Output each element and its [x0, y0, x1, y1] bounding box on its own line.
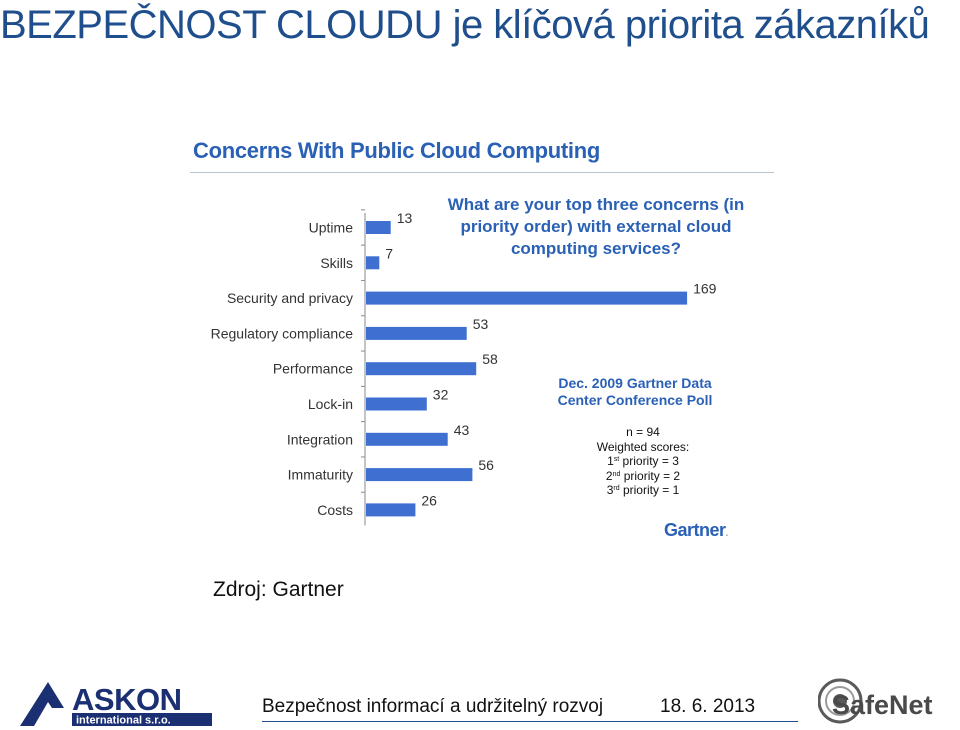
footer-date: 18. 6. 2013	[660, 696, 756, 717]
category-label: Immaturity	[288, 467, 353, 483]
bar	[366, 468, 473, 482]
bar	[366, 326, 467, 340]
poll-priority-1: 1st priority = 3	[607, 454, 679, 468]
svg-text:ASKON: ASKON	[72, 682, 181, 717]
bar-value-label: 169	[693, 281, 717, 297]
bar-value-label: 53	[473, 316, 489, 332]
bar	[366, 503, 416, 517]
bar-value-label: 13	[397, 210, 413, 226]
bar-value-label: 58	[482, 351, 498, 367]
bar	[366, 432, 448, 446]
chart-title-divider	[190, 172, 774, 173]
safenet-logo: SafeNet	[818, 678, 933, 724]
poll-weighted-label: Weighted scores:	[596, 439, 690, 454]
gartner-logo: Gartner.	[664, 520, 728, 540]
slide-title: BEZPEČNOST CLOUDU je klíčová priorita zá…	[0, 3, 930, 47]
bar	[366, 362, 477, 376]
poll-stats: n = 94 Weighted scores: 1st priority = 3…	[568, 425, 718, 498]
bar-value-label: 32	[433, 387, 449, 403]
category-label: Skills	[320, 255, 353, 271]
bar-value-label: 56	[478, 457, 494, 473]
bar-chart-svg: Uptime 13 Skills 7 Security and privacy 169 Re…	[211, 209, 717, 526]
poll-title-line2: Center Conference Poll	[557, 392, 713, 408]
poll-title-line1: Dec. 2009 Gartner Data	[558, 375, 712, 391]
bar	[366, 291, 688, 305]
bar	[366, 397, 427, 411]
bar-value-label: 26	[421, 492, 437, 508]
footer-divider	[262, 721, 798, 722]
category-label: Regulatory compliance	[211, 325, 354, 341]
bar-value-label: 7	[385, 245, 393, 261]
category-label: Costs	[317, 502, 353, 518]
footer-text: Bezpečnost informací a udržitelný rozvoj	[262, 696, 604, 717]
chart: Uptime 13 Skills 7 Security and privacy 169 Re…	[190, 132, 780, 552]
bar	[366, 256, 380, 270]
poll-title: Dec. 2009 Gartner Data Center Conference…	[540, 375, 730, 409]
category-label: Security and privacy	[227, 290, 353, 306]
chart-question: What are your top three concerns (in pri…	[447, 195, 745, 258]
svg-text:SafeNet: SafeNet	[832, 690, 933, 720]
poll-priority-3: 3rd priority = 1	[606, 483, 680, 497]
askon-logo: ASKON international s.r.o.	[20, 682, 212, 727]
category-label: Performance	[273, 361, 353, 377]
category-label: Integration	[287, 431, 353, 447]
category-label: Lock-in	[308, 396, 353, 412]
category-label: Uptime	[309, 220, 354, 236]
source-note: Zdroj: Gartner	[213, 578, 344, 601]
svg-text:international s.r.o.: international s.r.o.	[76, 715, 171, 727]
poll-priority-2: 2nd priority = 2	[605, 468, 681, 483]
bar	[366, 221, 391, 234]
chart-title: Concerns With Public Cloud Computing	[193, 138, 600, 163]
bar-value-label: 43	[454, 422, 470, 438]
poll-sample-size: n = 94	[626, 425, 660, 439]
